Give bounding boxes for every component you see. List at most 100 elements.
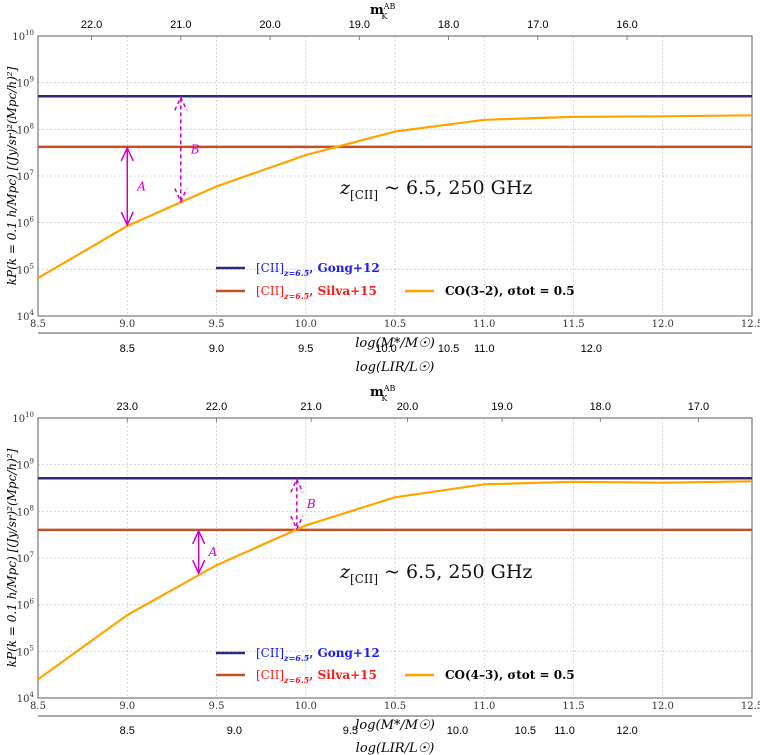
svg-text:11.5: 11.5: [562, 701, 584, 712]
svg-text:11.0: 11.0: [473, 319, 495, 330]
svg-text:8.5: 8.5: [30, 319, 46, 330]
svg-text:11.0: 11.0: [473, 701, 495, 712]
svg-text:20.0: 20.0: [397, 401, 418, 413]
secondary-x-axis: 8.5 9.0 9.5 10.0 10.5 11.0 12.0: [38, 332, 752, 355]
svg-text:9.0: 9.0: [119, 319, 135, 330]
secondary-x-label: log(LIR/L☉): [356, 741, 435, 755]
arrow-B: B: [174, 95, 200, 204]
svg-text:10.5: 10.5: [438, 343, 459, 355]
svg-text:9.0: 9.0: [227, 725, 242, 737]
svg-text:10.0: 10.0: [447, 725, 468, 737]
svg-text:12.5: 12.5: [741, 701, 760, 712]
svg-text:107: 107: [17, 169, 34, 183]
svg-text:18.0: 18.0: [590, 401, 611, 413]
svg-text:109: 109: [17, 458, 34, 472]
svg-text:23.0: 23.0: [117, 401, 138, 413]
svg-text:106: 106: [17, 216, 35, 230]
svg-text:8.5: 8.5: [120, 725, 135, 737]
legend: [CII]z=6.5, Gong+12 [CII]z=6.5, Silva+15 C…: [216, 646, 575, 685]
svg-text:109: 109: [17, 76, 34, 90]
svg-text:22.0: 22.0: [81, 19, 102, 31]
svg-text:105: 105: [17, 644, 34, 658]
arrow-A: A: [120, 146, 146, 227]
svg-text:1010: 1010: [12, 411, 34, 425]
legend: [CII]z=6.5, Gong+12 [CII]z=6.5, Silva+15 C…: [216, 261, 575, 301]
series-line-2: [37, 114, 753, 280]
svg-text:108: 108: [17, 122, 34, 136]
legend-co: CO(4–3), σtot = 0.5: [445, 668, 575, 682]
svg-text:12.0: 12.0: [581, 343, 602, 355]
y-axis-label: kP(k = 0.1 h/Mpc) [(Jy/sr)²(Mpc/h)²]: [5, 66, 19, 285]
svg-text:11.5: 11.5: [562, 319, 584, 330]
svg-text:21.0: 21.0: [170, 19, 191, 31]
svg-text:A: A: [208, 545, 218, 559]
svg-text:9.0: 9.0: [209, 343, 224, 355]
legend-gong: [CII]z=6.5, Gong+12: [256, 261, 380, 278]
svg-text:8.5: 8.5: [30, 701, 46, 712]
svg-text:10.0: 10.0: [295, 319, 317, 330]
svg-text:17.0: 17.0: [527, 19, 548, 31]
svg-text:10.0: 10.0: [375, 343, 396, 355]
svg-text:20.0: 20.0: [259, 19, 280, 31]
plot-frame: [37, 35, 753, 317]
legend-co: CO(3–2), σtot = 0.5: [445, 284, 575, 298]
svg-text:10.0: 10.0: [295, 701, 317, 712]
plot-frame: [37, 417, 753, 699]
legend-gong: [CII]z=6.5, Gong+12: [256, 646, 380, 663]
svg-text:9.0: 9.0: [119, 701, 135, 712]
svg-text:A: A: [136, 179, 146, 193]
svg-text:107: 107: [17, 551, 34, 565]
arrow-A: A: [191, 529, 218, 575]
svg-text:19.0: 19.0: [349, 19, 370, 31]
svg-text:105: 105: [17, 262, 34, 276]
svg-text:8.5: 8.5: [120, 343, 135, 355]
svg-text:11.0: 11.0: [554, 725, 575, 737]
secondary-x-label: log(LIR/L☉): [356, 360, 435, 375]
svg-text:11.0: 11.0: [474, 343, 495, 355]
x-axis-label: log(M*/M☉): [355, 336, 435, 351]
svg-text:22.0: 22.0: [206, 401, 227, 413]
y-axis-label: kP(k = 0.1 h/Mpc) [(Jy/sr)²(Mpc/h)²]: [5, 448, 19, 667]
grid: [38, 418, 752, 698]
series-line-2: [37, 480, 753, 681]
svg-text:19.0: 19.0: [491, 401, 512, 413]
top-axis-mk: 23.0 22.0 21.0 20.0 19.0 18.0 17.0 mAB K: [117, 384, 710, 413]
svg-text:12.0: 12.0: [652, 701, 674, 712]
svg-text:1010: 1010: [12, 29, 34, 43]
top-axis-mk: 22.0 21.0 20.0 19.0 18.0 17.0 16.0 mAB K: [81, 2, 638, 31]
redshift-annotation: z[CII] ~ 6.5, 250 GHz: [339, 561, 532, 586]
svg-text:12.5: 12.5: [741, 319, 760, 330]
legend-silva: [CII]z=6.5, Silva+15: [256, 284, 377, 301]
svg-text:B: B: [306, 497, 316, 511]
top-axis-label: mAB K: [370, 2, 396, 21]
arrow-B: B: [290, 477, 316, 531]
svg-text:9.5: 9.5: [209, 319, 225, 330]
svg-text:9.5: 9.5: [343, 725, 358, 737]
svg-text:16.0: 16.0: [616, 19, 637, 31]
svg-text:10.5: 10.5: [384, 701, 406, 712]
x-axis-label: log(M*/M☉): [355, 718, 435, 733]
svg-text:17.0: 17.0: [688, 401, 709, 413]
svg-text:B: B: [190, 142, 200, 156]
svg-text:9.5: 9.5: [209, 701, 225, 712]
svg-text:10.5: 10.5: [384, 319, 406, 330]
x-axis-ticks: 8.5 9.0 9.5 10.0 10.5 11.0 11.5 12.0 12.5: [30, 319, 760, 330]
svg-text:106: 106: [17, 598, 35, 612]
redshift-annotation: z[CII] ~ 6.5, 250 GHz: [339, 177, 532, 202]
svg-text:12.0: 12.0: [616, 725, 637, 737]
svg-text:108: 108: [17, 504, 34, 518]
svg-text:9.5: 9.5: [298, 343, 313, 355]
svg-text:12.0: 12.0: [652, 319, 674, 330]
svg-text:18.0: 18.0: [438, 19, 459, 31]
secondary-x-axis: 8.5 9.0 9.5 10.0 10.5 11.0 12.0: [38, 715, 752, 737]
x-axis-ticks: 8.5 9.0 9.5 10.0 10.5 11.0 11.5 12.0 12.5: [30, 701, 760, 712]
grid: [38, 36, 752, 316]
svg-text:21.0: 21.0: [300, 401, 321, 413]
svg-text:10.5: 10.5: [515, 725, 536, 737]
legend-silva: [CII]z=6.5, Silva+15: [256, 668, 377, 685]
